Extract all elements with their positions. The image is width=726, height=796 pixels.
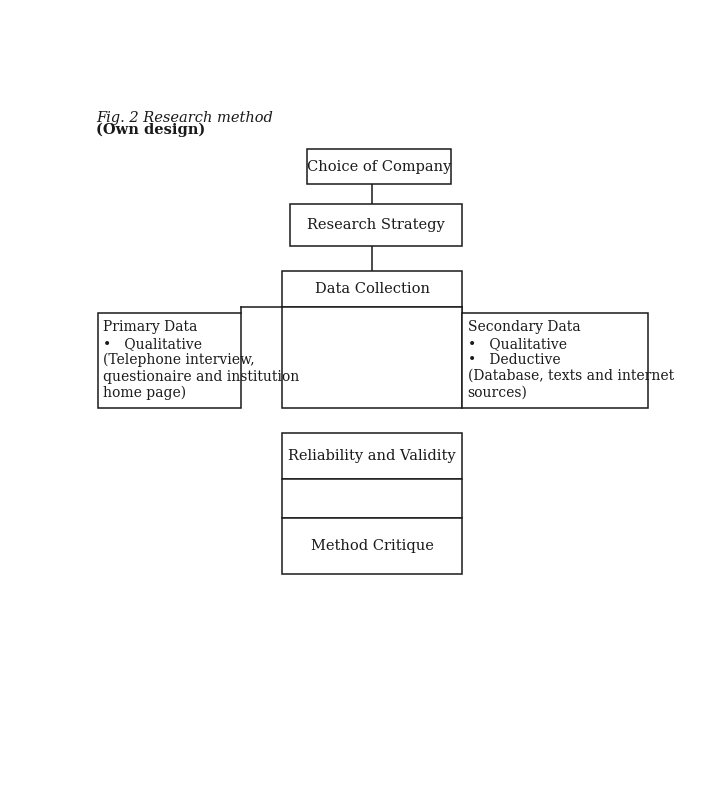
Text: Research Strategy: Research Strategy [307,218,445,232]
Text: Choice of Company: Choice of Company [307,160,452,174]
Text: Reliability and Validity: Reliability and Validity [288,449,456,462]
Bar [307,149,451,185]
Text: Data Collection: Data Collection [314,283,430,296]
Bar [282,307,462,408]
Text: Primary Data
•   Qualitative
(Telephone interview,
questionaire and institution
: Primary Data • Qualitative (Telephone in… [103,321,299,400]
Bar [282,271,462,307]
Bar [282,478,462,518]
Text: Method Critique: Method Critique [311,539,433,553]
Text: Secondary Data
•   Qualitative
•   Deductive
(Database, texts and internet
sourc: Secondary Data • Qualitative • Deductive… [468,321,674,400]
Bar [282,518,462,574]
Bar [290,204,462,246]
Bar [282,433,462,478]
Bar [462,313,648,408]
Text: Fig. 2 Research method: Fig. 2 Research method [97,111,273,125]
Text: (Own design): (Own design) [97,123,205,138]
Bar [97,313,241,408]
